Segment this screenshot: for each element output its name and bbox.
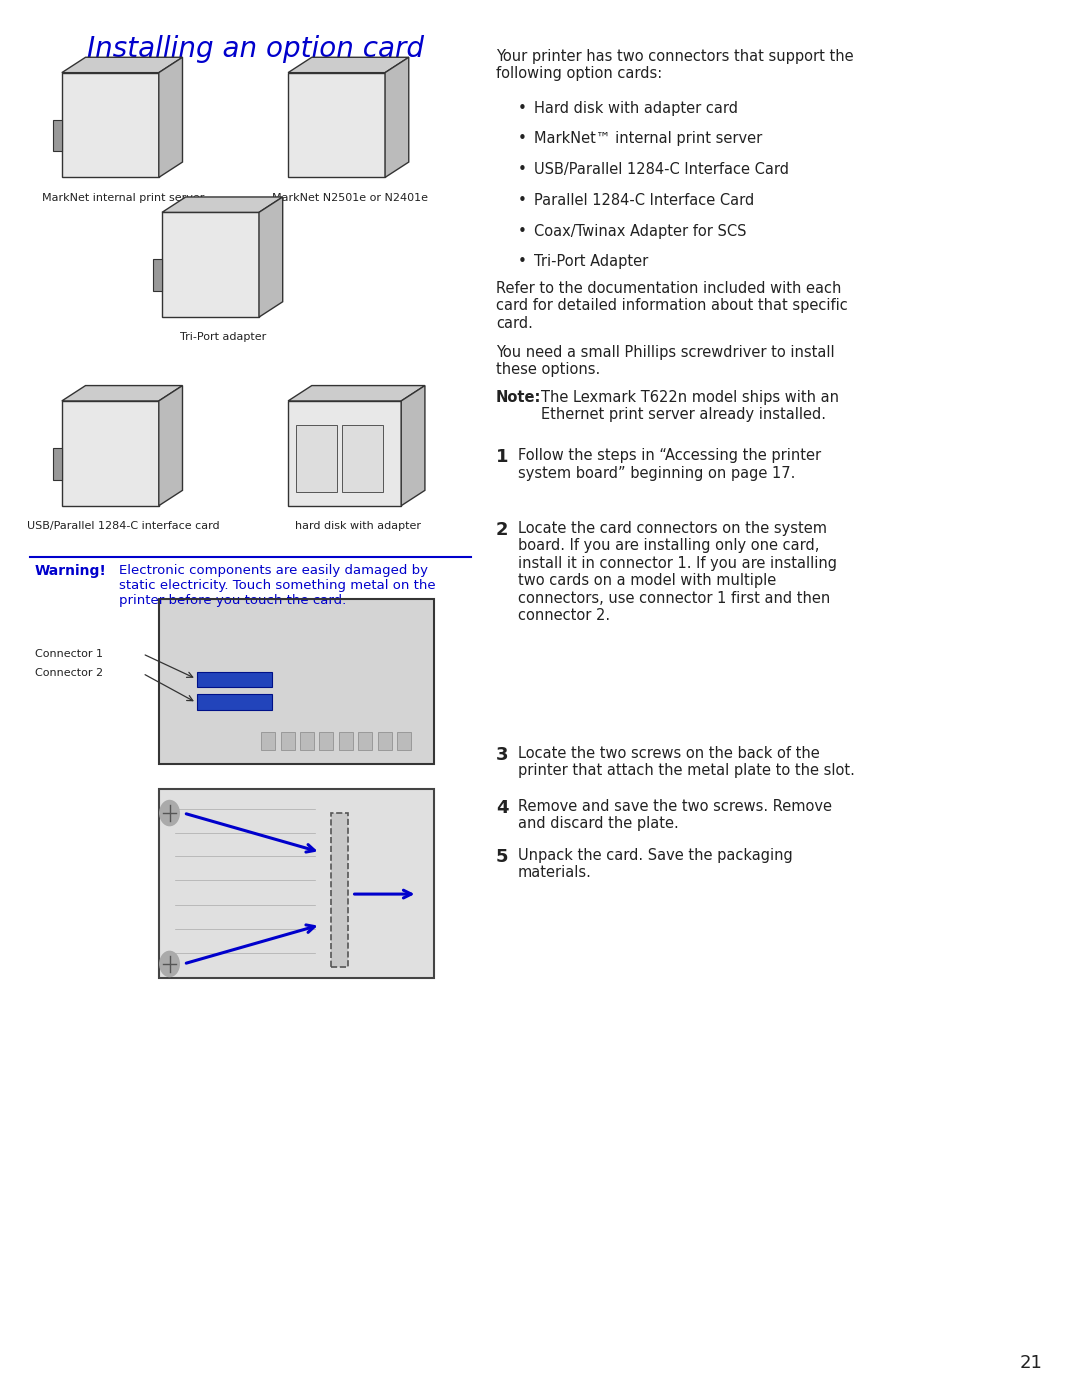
Polygon shape [162, 197, 283, 212]
FancyBboxPatch shape [53, 120, 62, 151]
Text: Locate the two screws on the back of the
printer that attach the metal plate to : Locate the two screws on the back of the… [517, 746, 854, 778]
Text: USB/Parallel 1284-C Interface Card: USB/Parallel 1284-C Interface Card [534, 162, 788, 177]
Polygon shape [162, 212, 259, 317]
FancyBboxPatch shape [159, 789, 433, 978]
Text: 5: 5 [496, 848, 509, 866]
Text: •: • [517, 162, 526, 177]
Text: Tri-Port adapter: Tri-Port adapter [180, 332, 267, 342]
Text: MarkNet internal print server: MarkNet internal print server [42, 193, 204, 203]
Text: MarkNet N2501e or N2401e: MarkNet N2501e or N2401e [271, 193, 428, 203]
Text: •: • [517, 254, 526, 270]
Text: 2: 2 [496, 521, 509, 539]
Text: hard disk with adapter: hard disk with adapter [295, 521, 421, 531]
Text: Unpack the card. Save the packaging
materials.: Unpack the card. Save the packaging mate… [517, 848, 793, 880]
Polygon shape [386, 57, 408, 177]
Text: Warning!: Warning! [35, 564, 107, 578]
FancyBboxPatch shape [197, 694, 272, 710]
FancyBboxPatch shape [359, 732, 373, 750]
Text: •: • [517, 193, 526, 208]
Text: •: • [517, 131, 526, 147]
Polygon shape [159, 57, 183, 177]
Text: Locate the card connectors on the system
board. If you are installing only one c: Locate the card connectors on the system… [517, 521, 837, 623]
Text: MarkNet™ internal print server: MarkNet™ internal print server [534, 131, 762, 147]
Text: 3: 3 [496, 746, 509, 764]
Polygon shape [259, 197, 283, 317]
Text: •: • [517, 224, 526, 239]
Text: 4: 4 [496, 799, 509, 817]
Text: Installing an option card: Installing an option card [87, 35, 424, 63]
Text: 1: 1 [496, 448, 509, 467]
Polygon shape [159, 386, 183, 506]
Polygon shape [401, 386, 424, 506]
FancyBboxPatch shape [153, 260, 162, 291]
Text: Connector 1: Connector 1 [35, 648, 103, 659]
FancyBboxPatch shape [300, 732, 314, 750]
FancyBboxPatch shape [342, 425, 383, 492]
Text: Note:: Note: [496, 390, 541, 405]
FancyBboxPatch shape [53, 448, 62, 479]
Circle shape [160, 951, 179, 977]
Polygon shape [288, 386, 424, 401]
FancyBboxPatch shape [281, 732, 295, 750]
Polygon shape [62, 57, 183, 73]
Text: Parallel 1284-C Interface Card: Parallel 1284-C Interface Card [534, 193, 754, 208]
FancyBboxPatch shape [378, 732, 392, 750]
Text: Electronic components are easily damaged by
static electricity. Touch something : Electronic components are easily damaged… [119, 564, 435, 608]
Polygon shape [288, 401, 401, 506]
Polygon shape [288, 73, 386, 177]
Text: Your printer has two connectors that support the
following option cards:: Your printer has two connectors that sup… [496, 49, 853, 81]
Polygon shape [62, 386, 183, 401]
Text: Refer to the documentation included with each
card for detailed information abou: Refer to the documentation included with… [496, 281, 848, 331]
Text: Hard disk with adapter card: Hard disk with adapter card [534, 101, 738, 116]
Text: Tri-Port Adapter: Tri-Port Adapter [534, 254, 648, 270]
Text: 21: 21 [1020, 1354, 1042, 1372]
FancyBboxPatch shape [197, 672, 272, 687]
Polygon shape [62, 73, 159, 177]
Text: USB/Parallel 1284-C interface card: USB/Parallel 1284-C interface card [27, 521, 219, 531]
FancyBboxPatch shape [397, 732, 410, 750]
FancyBboxPatch shape [332, 813, 349, 967]
FancyBboxPatch shape [296, 425, 337, 492]
Text: Coax/Twinax Adapter for SCS: Coax/Twinax Adapter for SCS [534, 224, 746, 239]
Text: Remove and save the two screws. Remove
and discard the plate.: Remove and save the two screws. Remove a… [517, 799, 832, 831]
Circle shape [160, 800, 179, 826]
Text: Connector 2: Connector 2 [35, 668, 103, 679]
Text: You need a small Phillips screwdriver to install
these options.: You need a small Phillips screwdriver to… [496, 345, 835, 377]
Text: Follow the steps in “Accessing the printer
system board” beginning on page 17.: Follow the steps in “Accessing the print… [517, 448, 821, 481]
FancyBboxPatch shape [339, 732, 353, 750]
FancyBboxPatch shape [159, 599, 433, 764]
FancyBboxPatch shape [320, 732, 334, 750]
Text: The Lexmark T622n model ships with an
Ethernet print server already installed.: The Lexmark T622n model ships with an Et… [541, 390, 839, 422]
Polygon shape [288, 57, 408, 73]
Text: •: • [517, 101, 526, 116]
FancyBboxPatch shape [261, 732, 275, 750]
Polygon shape [62, 401, 159, 506]
